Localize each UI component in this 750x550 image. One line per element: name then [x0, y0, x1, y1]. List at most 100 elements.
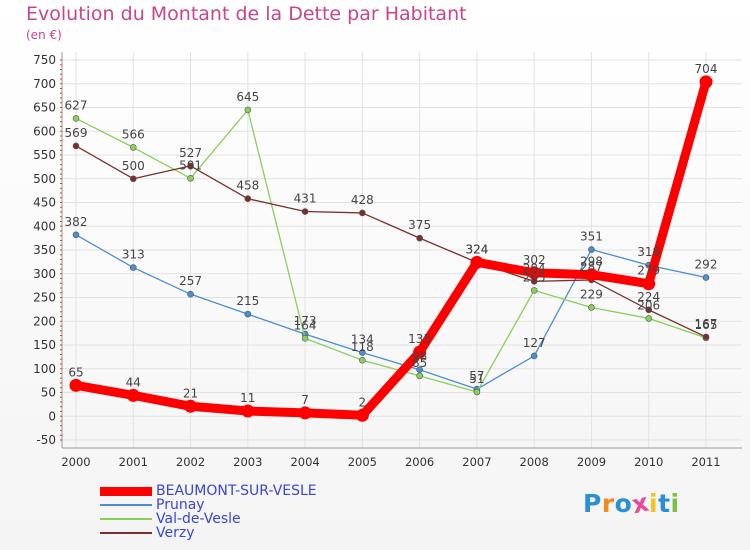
legend-swatch	[100, 532, 152, 534]
data-label: 527	[179, 146, 202, 160]
x-tick-label: 2007	[462, 455, 491, 469]
axis-layer: -50 0 50 100 150 200 250 300 350 400 450 500 550 600 6…	[33, 52, 742, 469]
data-point	[129, 144, 137, 151]
y-tick-label: 500	[33, 172, 56, 186]
data-label: 382	[65, 215, 88, 229]
data-point	[702, 274, 710, 281]
x-tick-label: 2006	[405, 455, 434, 469]
data-point	[69, 378, 83, 392]
x-tick-label: 2003	[233, 455, 262, 469]
data-point	[359, 356, 366, 364]
data-point	[244, 310, 252, 318]
data-point	[416, 372, 423, 380]
data-label: 127	[523, 336, 546, 350]
data-label: 279	[637, 264, 660, 278]
data-label: 569	[65, 126, 88, 140]
data-point	[645, 306, 653, 314]
legend-item: Prunay	[100, 497, 317, 513]
data-point	[584, 268, 598, 282]
legend-item: Verzy	[100, 525, 317, 541]
logo-letter: t	[658, 489, 671, 518]
legend-label: Prunay	[156, 497, 205, 513]
data-label: 215	[236, 294, 259, 308]
data-label: 566	[122, 127, 145, 141]
legend-swatch	[100, 486, 152, 496]
data-label: 118	[351, 340, 374, 354]
data-point	[355, 408, 369, 422]
data-label: 375	[408, 218, 431, 232]
legend-item: Val-de-Vesle	[100, 511, 317, 527]
data-point	[129, 264, 137, 271]
data-point	[72, 115, 80, 122]
series-line-val-de-vesle	[75, 109, 707, 393]
data-point	[301, 335, 309, 342]
data-point	[530, 352, 538, 360]
data-label: 318	[637, 245, 660, 259]
data-label: 11	[240, 391, 255, 405]
y-tick-label: 700	[33, 77, 56, 91]
proxiti-logo: Proxiti	[583, 488, 680, 520]
y-tick-label: 300	[33, 267, 56, 281]
data-label: 351	[580, 230, 603, 244]
data-label: 165	[695, 318, 718, 332]
chart-unit-label: (en €)	[26, 28, 62, 42]
data-point	[184, 399, 198, 413]
data-point	[301, 208, 309, 215]
data-label: 164	[294, 318, 317, 332]
y-tick-label: 250	[33, 291, 56, 305]
y-tick-label: 350	[33, 243, 56, 257]
data-point	[702, 333, 710, 341]
data-label: 284	[523, 261, 546, 275]
x-tick-label: 2011	[691, 455, 720, 469]
data-point	[241, 404, 255, 418]
data-label: 287	[580, 260, 603, 274]
data-label: 302	[523, 253, 546, 267]
data-label: 627	[65, 98, 88, 112]
legend-swatch	[100, 504, 152, 506]
data-label: 85	[412, 356, 427, 370]
legend-label: Val-de-Vesle	[156, 511, 241, 527]
data-point	[416, 234, 423, 242]
y-tick-label: -50	[36, 433, 56, 447]
x-tick-label: 2001	[119, 455, 148, 469]
data-point	[699, 75, 713, 89]
data-label: 324	[465, 242, 488, 256]
logo-letter: P	[583, 489, 602, 518]
data-label: 645	[236, 90, 259, 104]
data-point	[413, 345, 427, 359]
data-label: 7	[301, 393, 309, 407]
x-tick-label: 2010	[634, 455, 663, 469]
data-point	[129, 175, 137, 183]
series-line-prunay	[75, 234, 707, 390]
data-label: 704	[695, 62, 718, 76]
data-label: 458	[236, 179, 259, 193]
data-label: 501	[179, 158, 202, 172]
series-layer	[69, 75, 713, 422]
data-point	[187, 162, 194, 170]
data-label: 298	[580, 255, 603, 269]
x-tick-label: 2000	[61, 455, 90, 469]
data-label: 21	[183, 386, 198, 400]
y-tick-label: 150	[33, 338, 56, 352]
logo-letter: r	[601, 489, 615, 518]
logo-letter: o	[614, 489, 633, 518]
data-point	[588, 304, 595, 311]
logo-letter: i	[670, 489, 680, 518]
data-label: 313	[122, 248, 145, 262]
data-point	[126, 388, 140, 402]
y-tick-label: 550	[33, 148, 56, 162]
y-tick-label: 450	[33, 196, 56, 210]
grid-layer	[62, 52, 742, 448]
x-tick-label: 2002	[176, 455, 205, 469]
data-point	[530, 287, 538, 294]
series-line-verzy	[75, 145, 707, 338]
data-label: 135	[408, 332, 431, 346]
legend-swatch	[100, 518, 152, 520]
legend: BEAUMONT-SUR-VESLE Prunay Val-de-Vesle Verz…	[100, 483, 317, 541]
series-line-beaumont-sur-vesle	[71, 77, 711, 420]
data-point	[359, 349, 366, 356]
data-label: 292	[695, 258, 718, 272]
data-point	[527, 266, 541, 280]
x-tick-label: 2004	[290, 455, 319, 469]
